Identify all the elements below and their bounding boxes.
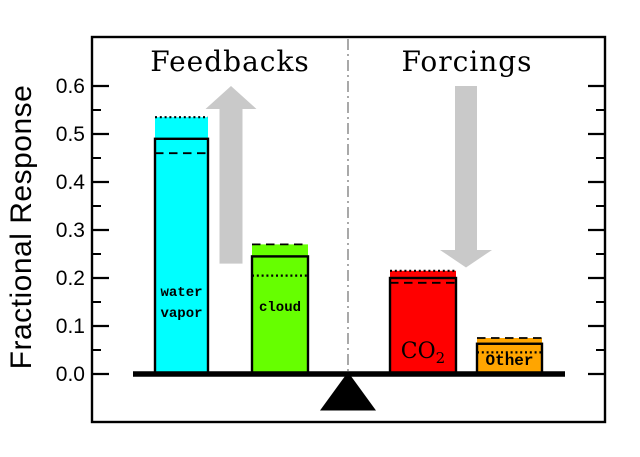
fulcrum-triangle <box>320 372 376 411</box>
bar-label-cloud: cloud <box>259 300 301 316</box>
y-tick-label: 0.5 <box>56 123 85 146</box>
y-tick-label: 0.2 <box>56 267 85 290</box>
bar-label-other: Other <box>485 352 533 370</box>
bar-label-water-vapor: water <box>160 285 202 301</box>
y-tick-label: 0.4 <box>56 171 86 194</box>
bar-fill-co2 <box>390 270 456 374</box>
section-title-forcings: Forcings <box>401 45 533 78</box>
feedbacks-up-arrow <box>205 86 257 264</box>
y-tick-label: 0.0 <box>56 363 85 386</box>
bar-label-water-vapor: vapor <box>160 306 202 322</box>
y-tick-label: 0.6 <box>56 75 85 98</box>
section-title-feedbacks: Feedbacks <box>150 45 310 78</box>
bar-fill-water-vapor <box>155 117 208 374</box>
forcings-down-arrow <box>440 86 492 268</box>
bar-label-co2: CO2 <box>401 339 445 367</box>
bar-fill-cloud <box>252 244 308 374</box>
y-tick-label: 0.3 <box>56 219 85 242</box>
y-tick-label: 0.1 <box>56 315 85 338</box>
